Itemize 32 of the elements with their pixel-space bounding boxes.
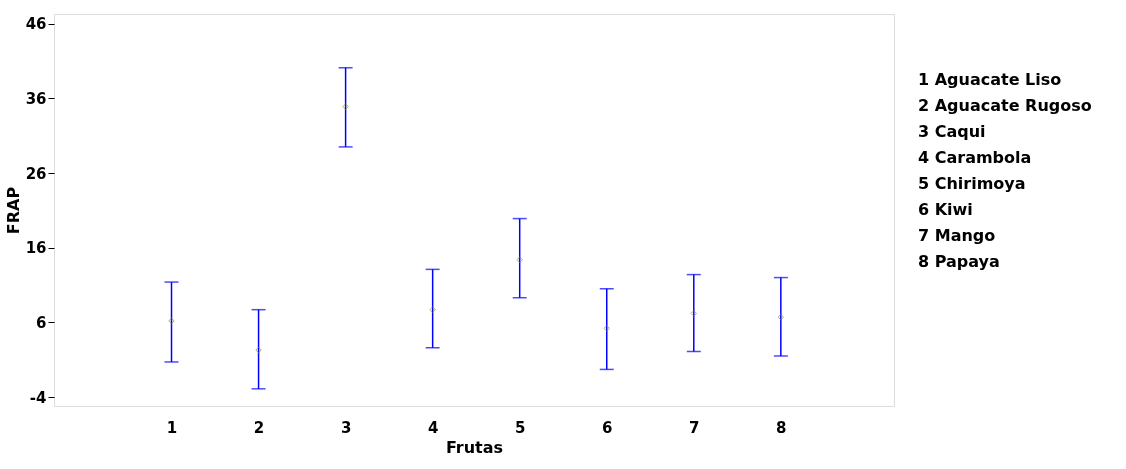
point <box>429 306 436 313</box>
text: 3 Caqui <box>918 122 986 141</box>
y-tick-label: 36 <box>25 89 47 108</box>
y-tick-label: 46 <box>25 15 47 34</box>
x-tick-label: 3 <box>340 418 352 437</box>
text: 1 Aguacate Liso <box>918 70 1062 89</box>
point <box>690 310 698 317</box>
x-tick-label: 5 <box>514 418 526 437</box>
x-tick-label: 7 <box>689 418 700 437</box>
x-tick-label: 6 <box>602 418 613 437</box>
x-tick-label: 4 <box>427 418 439 437</box>
point <box>516 256 523 263</box>
point <box>603 325 610 332</box>
y-tick-label: 26 <box>25 164 47 183</box>
y-tick-label: -4 <box>29 388 47 407</box>
text: 4 Carambola <box>918 148 1032 167</box>
x-tick-label: 8 <box>776 418 787 437</box>
y-axis-title: FRAP <box>3 186 23 235</box>
point <box>777 313 785 321</box>
x-axis-title: Frutas <box>445 437 504 457</box>
text: 8 Papaya <box>918 252 1000 271</box>
point <box>168 317 175 325</box>
point <box>342 103 349 110</box>
point <box>255 346 262 354</box>
x-tick-label: 1 <box>166 418 178 437</box>
text: 2 Aguacate Rugoso <box>918 96 1092 115</box>
text: 5 Chirimoya <box>918 174 1026 193</box>
y-tick-label: 16 <box>25 239 47 258</box>
text: 6 Kiwi <box>918 200 973 219</box>
text: 7 Mango <box>918 226 996 245</box>
x-tick-label: 2 <box>253 418 265 437</box>
y-tick-label: 6 <box>36 313 47 332</box>
